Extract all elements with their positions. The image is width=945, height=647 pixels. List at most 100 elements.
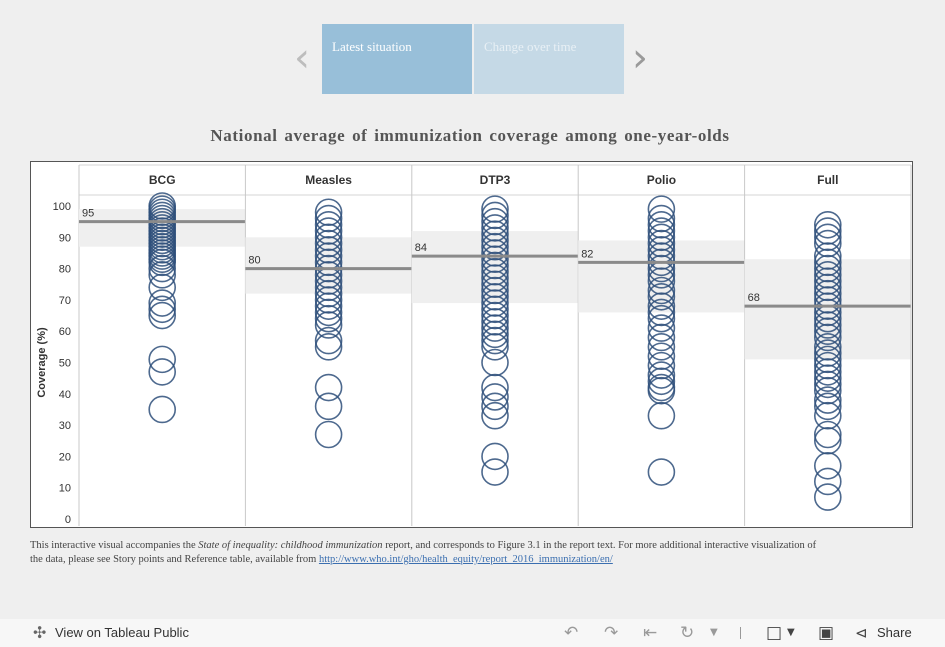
refresh-menu-chevron-icon[interactable]: ▼ xyxy=(710,627,718,638)
footnote-text: This interactive visual accompanies the xyxy=(30,540,199,551)
country-point xyxy=(647,276,676,305)
country-point xyxy=(314,198,343,227)
previous-story-point-icon[interactable]: ‹ xyxy=(294,35,310,81)
country-point xyxy=(647,314,676,342)
country-point xyxy=(813,248,842,277)
country-point xyxy=(813,242,842,270)
country-point xyxy=(481,220,509,248)
country-point xyxy=(647,267,676,295)
average-label: 80 xyxy=(248,255,260,267)
country-point xyxy=(314,326,343,355)
country-point xyxy=(647,323,676,352)
average-label: 68 xyxy=(748,292,760,304)
country-point xyxy=(481,257,509,286)
fullscreen-icon[interactable]: ▣ xyxy=(818,623,835,643)
country-point xyxy=(481,442,509,471)
country-point xyxy=(314,261,343,289)
country-point xyxy=(148,301,176,330)
country-point xyxy=(813,364,842,392)
country-point xyxy=(314,236,343,264)
story-tab-label: Change over time xyxy=(484,39,577,54)
y-tick-label: 80 xyxy=(59,264,71,276)
country-point xyxy=(481,401,509,430)
country-point xyxy=(314,292,343,320)
country-point xyxy=(481,301,509,330)
redo-icon[interactable]: ↷ xyxy=(604,623,619,643)
country-point xyxy=(481,383,509,411)
country-point xyxy=(647,254,676,283)
country-point xyxy=(481,308,509,336)
country-point xyxy=(647,351,676,380)
country-point xyxy=(481,276,509,305)
country-point xyxy=(647,458,676,486)
story-tab-label: Latest situation xyxy=(332,39,412,54)
view-on-tableau-public-link[interactable]: View on Tableau Public xyxy=(55,625,189,640)
country-point xyxy=(813,217,842,245)
country-point xyxy=(813,467,842,496)
country-point xyxy=(813,210,842,239)
country-point xyxy=(647,342,676,371)
country-point xyxy=(813,317,842,345)
share-icon[interactable]: ⊲ xyxy=(855,624,868,642)
y-tick-label: 30 xyxy=(59,420,71,432)
country-point xyxy=(481,373,509,402)
undo-icon[interactable]: ↶ xyxy=(564,623,579,643)
country-point xyxy=(813,401,842,430)
country-point xyxy=(813,333,842,361)
country-point xyxy=(148,261,176,289)
story-tab-change-over-time[interactable]: Change over time xyxy=(474,24,624,94)
next-story-point-icon[interactable]: › xyxy=(632,35,648,81)
country-point xyxy=(813,376,842,405)
country-point xyxy=(314,223,343,252)
country-point xyxy=(314,217,343,245)
footnote: This interactive visual accompanies the … xyxy=(30,539,820,567)
country-point xyxy=(647,282,676,311)
country-point xyxy=(813,358,842,386)
country-point xyxy=(481,326,509,355)
country-point xyxy=(813,223,842,252)
country-point xyxy=(314,286,343,314)
coverage-chart[interactable]: Coverage (%) 0 10 20 30 40 50 60 70 80 90 100 BCG 95 M… xyxy=(31,162,913,528)
country-point xyxy=(813,426,842,455)
country-point xyxy=(813,483,842,511)
panel-header-polio: Polio xyxy=(647,173,676,187)
refresh-icon[interactable]: ↻ xyxy=(680,623,695,643)
country-point xyxy=(314,248,343,277)
country-point xyxy=(314,279,343,308)
country-point xyxy=(813,311,842,339)
average-label: 82 xyxy=(581,248,593,260)
toolbar-divider xyxy=(740,627,741,639)
y-tick-label: 100 xyxy=(53,201,71,213)
country-point xyxy=(813,261,842,289)
country-point xyxy=(481,245,509,274)
y-tick-label: 50 xyxy=(59,358,71,370)
y-axis-label: Coverage (%) xyxy=(36,327,48,398)
country-point xyxy=(314,210,343,239)
country-point xyxy=(481,195,509,223)
tableau-toolbar: ✣ View on Tableau Public ↶ ↷ ⇤ ↻ ▼ □ ▼ ▣… xyxy=(0,619,945,647)
share-button[interactable]: Share xyxy=(877,625,912,640)
country-point xyxy=(314,298,343,327)
y-tick-label: 40 xyxy=(59,389,71,401)
panel-header-bcg: BCG xyxy=(149,173,176,187)
country-point xyxy=(647,204,676,233)
country-point xyxy=(481,314,509,342)
country-point xyxy=(314,333,343,361)
country-point xyxy=(481,295,509,324)
story-tab-latest-situation[interactable]: Latest situation xyxy=(322,24,472,94)
download-chevron-down-icon[interactable]: ▼ xyxy=(787,627,795,638)
y-tick-label: 90 xyxy=(59,232,71,244)
y-tick-label: 70 xyxy=(59,295,71,307)
country-point xyxy=(647,195,676,223)
country-point xyxy=(148,395,176,424)
report-link[interactable]: http://www.who.int/gho/health_equity/rep… xyxy=(318,554,613,565)
country-point xyxy=(813,267,842,295)
country-point xyxy=(148,289,176,317)
revert-icon[interactable]: ⇤ xyxy=(643,623,658,643)
panel-header-measles: Measles xyxy=(305,173,352,187)
download-icon[interactable]: □ xyxy=(766,623,783,643)
country-point xyxy=(813,420,842,449)
tableau-logo-icon[interactable]: ✣ xyxy=(33,623,47,642)
country-point xyxy=(481,232,509,261)
country-point xyxy=(481,333,509,361)
